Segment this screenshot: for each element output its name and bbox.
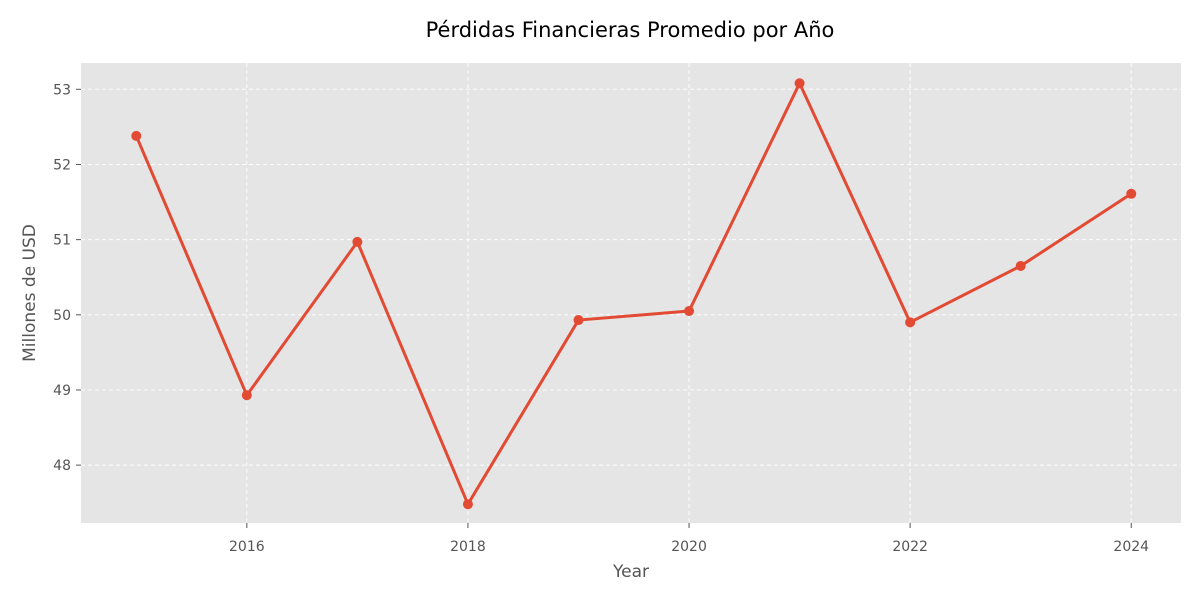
chart-title: Pérdidas Financieras Promedio por Año (426, 18, 835, 42)
x-tick-label: 2022 (892, 539, 928, 555)
y-tick-label: 50 (53, 308, 71, 324)
x-axis-label: Year (612, 562, 649, 582)
x-tick-label: 2024 (1113, 539, 1149, 555)
data-point (352, 236, 363, 247)
y-tick-label: 53 (53, 82, 71, 98)
axis-ticks: 2016 2018 2020 2022 2024 48 49 50 51 52 53 (53, 82, 1149, 555)
y-tick-label: 48 (53, 458, 71, 474)
x-tick-label: 2018 (450, 539, 486, 555)
data-point (794, 78, 805, 89)
y-tick-label: 52 (53, 157, 71, 173)
data-point (131, 130, 142, 141)
x-tick-label: 2016 (229, 539, 265, 555)
y-axis-label: Millones de USD (20, 224, 40, 362)
series-layer (131, 78, 1137, 510)
data-point (241, 390, 252, 401)
data-point (905, 317, 916, 328)
data-point (1015, 260, 1026, 271)
data-point (684, 306, 695, 317)
data-point (573, 315, 584, 326)
data-point (462, 499, 473, 510)
y-tick-label: 51 (53, 233, 71, 249)
plot-area (81, 63, 1181, 523)
x-tick-label: 2020 (671, 539, 707, 555)
series-line (134, 81, 1133, 506)
y-tick-label: 49 (53, 383, 71, 399)
data-point (1126, 188, 1137, 199)
